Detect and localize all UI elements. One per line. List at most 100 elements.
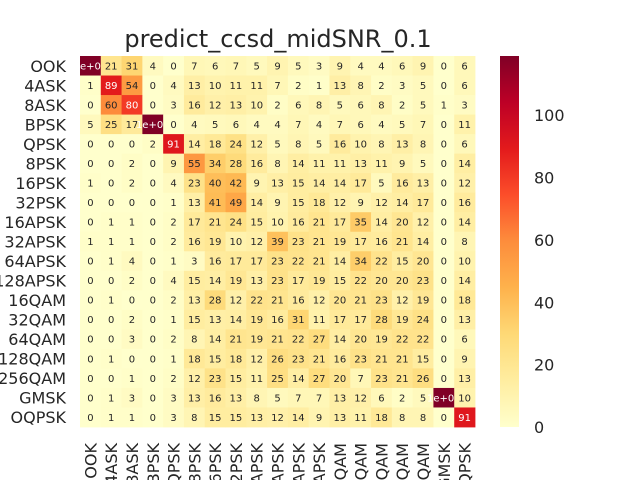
cell-value-label: 16 [292,296,305,307]
cell-value-label: 3 [191,257,197,268]
heatmap-cell [142,192,164,213]
cell-value-label: 4 [254,120,260,131]
heatmap-cell [183,95,206,115]
heatmap-cell [225,270,247,291]
cell-value-label: 23 [209,374,222,385]
cell-value-label: 31 [292,315,305,326]
heatmap-cell [350,348,372,369]
cell-value-label: 0 [108,179,114,190]
heatmap-cell [163,251,185,272]
cell-value-label: 0 [87,393,93,404]
cell-value-label: 0 [441,179,447,190]
heatmap-cell [100,173,122,194]
heatmap-cell [267,192,289,213]
heatmap-cell [80,231,102,252]
heatmap-cell [163,114,185,135]
cell-value-label: 19 [230,276,243,287]
cell-value-label: 13 [188,198,201,209]
cell-value-label: 20 [334,374,347,385]
heatmap-cell [246,407,268,428]
heatmap-cell [142,153,164,174]
cell-value-label: 8 [191,335,197,346]
heatmap-cell [371,231,393,252]
y-tick-label: 16APSK [4,213,66,232]
x-tick-label: QPSK [165,442,184,480]
heatmap-cell [246,231,268,252]
heatmap-cell [287,153,310,174]
cell-value-label: 34 [354,257,367,268]
cell-value-label: 28 [375,315,388,326]
heatmap-cell [80,387,102,408]
cell-value-label: 15 [396,257,409,268]
heatmap-cell [204,212,226,233]
heatmap-cell [121,368,143,389]
heatmap-cell [329,329,351,350]
cell-value-label: 0 [108,335,114,346]
heatmap-cell [267,95,289,115]
cell-value-label: 18 [458,296,471,307]
heatmap-cell [350,75,372,96]
heatmap-cell [454,251,476,272]
heatmap-cell [267,173,289,194]
cell-value-label: 14 [250,198,263,209]
heatmap-cell [329,270,351,291]
cell-value-label: 0 [129,198,135,209]
heatmap-cell [267,270,289,291]
heatmap-cell [225,114,247,135]
cell-value-label: 15 [209,413,222,424]
cell-value-label: 0 [150,335,156,346]
cell-value-label: 2 [170,237,176,248]
cell-value-label: 5 [274,393,280,404]
cell-value-label: 0 [441,198,447,209]
heatmap-cell [350,270,372,291]
heatmap-cell [433,134,455,155]
heatmap-cell [121,251,143,272]
heatmap-cell [287,407,310,428]
heatmap-cell [308,387,330,408]
cell-value-label: 5 [316,139,322,150]
cell-value-label: 0 [441,354,447,365]
heatmap-cell [163,56,185,76]
heatmap-cell [287,231,310,252]
cell-value-label: 13 [250,276,263,287]
heatmap-cell [163,387,185,408]
heatmap-cell [329,153,351,174]
y-tick-label: 128APSK [0,272,67,291]
cell-value-label: 1 [170,315,176,326]
heatmap-cell [246,348,268,369]
cell-value-label: 5 [420,159,426,170]
cell-value-label: 1 [87,179,93,190]
cell-value-label: 12 [417,218,430,229]
heatmap-cell [225,251,247,272]
cell-value-label: 9 [399,159,405,170]
x-tick-labels: OOK 4ASK 8ASK BPSK QPSK 8PSK 16PSK 32PSK 16APSK 3… [81,442,474,480]
heatmap-cell [183,231,206,252]
heatmap-cell [163,192,185,213]
cell-value-label: 17 [417,198,430,209]
heatmap-cell [350,290,372,311]
heatmap-cell [121,114,143,135]
cell-value-label: 0 [441,257,447,268]
heatmap-cell [183,114,206,135]
heatmap-cell [100,348,122,369]
heatmap-cell [225,387,247,408]
heatmap-cell [454,270,476,291]
cell-value-label: 13 [396,139,409,150]
x-tick-label: 4ASK [102,443,121,480]
cell-value-label: 2 [295,81,301,92]
heatmap-cell [391,95,414,115]
heatmap-cell [246,212,268,233]
heatmap-cell [163,290,185,311]
cell-value-label: 0 [150,218,156,229]
heatmap-cell [246,368,268,389]
heatmap-cell [142,212,164,233]
heatmap-cell [454,231,476,252]
heatmap-cell [142,348,164,369]
cell-value-label: 0 [129,354,135,365]
heatmap-cell [142,309,164,330]
cell-value-label: 2 [129,315,135,326]
heatmap-cell [204,231,226,252]
cell-value-label: 0 [87,374,93,385]
heatmap-cell [412,153,434,174]
heatmap-cell [80,75,102,96]
